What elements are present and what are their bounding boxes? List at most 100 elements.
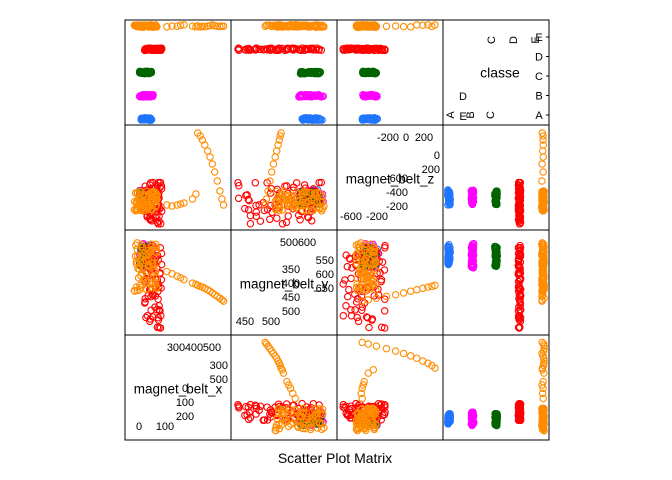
point-E xyxy=(134,274,143,282)
point-E xyxy=(353,260,361,268)
point-D xyxy=(516,414,524,423)
point-D xyxy=(370,45,378,53)
point-E xyxy=(419,357,427,365)
point-C xyxy=(361,67,369,76)
point-E xyxy=(539,168,547,176)
tick-label-magnet_belt_x: 500 xyxy=(203,342,221,354)
point-C xyxy=(371,69,379,77)
point-E xyxy=(428,282,436,291)
point-E xyxy=(292,406,301,415)
point-E xyxy=(538,425,547,434)
point-D xyxy=(342,44,350,53)
point-E xyxy=(357,417,366,425)
point-D xyxy=(292,45,301,53)
panel-r3-c1 xyxy=(230,334,338,441)
point-E xyxy=(382,292,391,301)
point-D xyxy=(143,45,152,54)
point-E xyxy=(361,287,370,295)
point-D xyxy=(380,401,389,409)
point-E xyxy=(353,286,362,295)
point-D xyxy=(381,241,389,250)
panel-r1-c1 xyxy=(230,124,338,231)
tick-label-magnet_belt_z: 0 xyxy=(403,132,409,144)
point-E xyxy=(151,278,160,287)
point-E xyxy=(316,409,324,417)
point-D xyxy=(380,307,389,315)
point-E xyxy=(163,23,171,31)
point-D xyxy=(347,311,356,320)
point-D xyxy=(514,201,523,210)
point-E xyxy=(279,195,288,203)
point-E xyxy=(277,129,285,137)
point-E xyxy=(362,409,370,417)
tick-label-classe: B xyxy=(465,111,477,118)
point-E xyxy=(153,259,161,267)
point-E xyxy=(358,297,366,305)
point-E xyxy=(358,409,366,417)
tick-label-classe: C xyxy=(535,71,543,83)
point-D xyxy=(515,211,523,219)
panel-border xyxy=(442,334,550,441)
point-D xyxy=(515,181,524,190)
point-E xyxy=(136,21,145,29)
point-E xyxy=(261,338,269,347)
tick-label-magnet_belt_z: -200 xyxy=(386,201,408,213)
point-D xyxy=(365,323,373,332)
point-E xyxy=(391,347,400,355)
point-E xyxy=(360,377,368,386)
point-D xyxy=(351,306,359,314)
point-E xyxy=(261,201,269,209)
panel-r2-c0 xyxy=(124,229,232,336)
point-D xyxy=(259,416,268,425)
point-E xyxy=(266,177,274,185)
point-D xyxy=(380,324,389,332)
point-E xyxy=(163,267,171,276)
tick-label-classe: D xyxy=(459,91,467,103)
point-D xyxy=(339,311,348,320)
point-E xyxy=(140,258,148,267)
point-D xyxy=(153,211,161,219)
point-D xyxy=(343,292,352,301)
point-E xyxy=(399,22,408,31)
point-D xyxy=(357,292,366,300)
point-D xyxy=(296,215,304,224)
point-B xyxy=(316,92,324,101)
point-D xyxy=(244,195,253,204)
point-D xyxy=(377,45,386,54)
point-D xyxy=(315,178,323,187)
point-E xyxy=(310,189,319,198)
point-E xyxy=(359,381,367,389)
point-D xyxy=(298,44,306,52)
point-E xyxy=(358,338,366,347)
point-B xyxy=(469,410,478,419)
point-E xyxy=(264,187,272,195)
point-C xyxy=(365,69,374,78)
point-E xyxy=(299,404,308,413)
point-E xyxy=(284,422,293,431)
point-E xyxy=(294,423,302,431)
point-E xyxy=(538,279,546,287)
point-E xyxy=(219,201,228,209)
point-E xyxy=(139,276,147,284)
point-D xyxy=(246,211,255,220)
point-E xyxy=(357,258,366,267)
point-E xyxy=(358,267,366,276)
point-E xyxy=(370,248,378,257)
panel-r1-c0 xyxy=(124,124,232,231)
point-E xyxy=(196,132,204,140)
point-E xyxy=(399,349,408,358)
point-D xyxy=(515,401,523,410)
point-E xyxy=(372,342,381,350)
point-E xyxy=(137,272,145,280)
point-D xyxy=(146,46,155,54)
point-E xyxy=(539,270,548,278)
point-D xyxy=(343,46,352,54)
point-D xyxy=(347,274,355,283)
point-D xyxy=(235,181,243,190)
point-E xyxy=(358,384,366,393)
point-D xyxy=(317,178,326,187)
point-E xyxy=(275,420,283,428)
tick-label-magnet_belt_y: 600 xyxy=(298,237,316,249)
point-E xyxy=(218,195,226,203)
